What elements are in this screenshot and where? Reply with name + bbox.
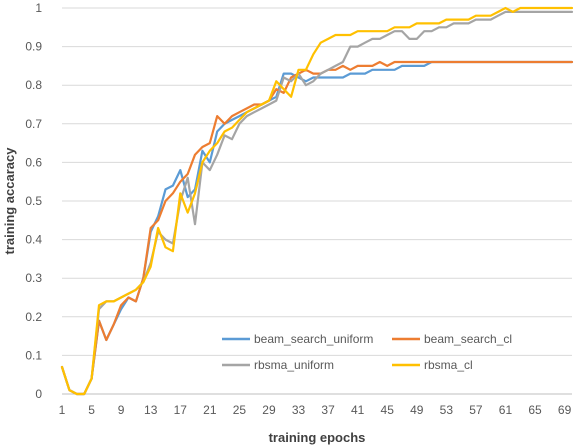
legend: beam_search_uniform beam_search_cl rbsma_u… [222, 332, 512, 372]
y-axis-ticks: 0 0.1 0.2 0.3 0.4 0.5 0.6 0.7 0.8 0.9 1 [25, 1, 42, 401]
legend-label: beam_search_cl [424, 332, 512, 346]
y-tick-label: 0.8 [25, 78, 42, 92]
x-tick-label: 13 [144, 403, 158, 417]
y-axis-label: training accaracy [2, 147, 17, 255]
x-tick-label: 69 [558, 403, 572, 417]
series-line-beam-search-cl [60, 60, 574, 396]
x-tick-label: 53 [440, 403, 454, 417]
y-tick-label: 0.9 [25, 40, 42, 54]
x-tick-label: 17 [174, 403, 188, 417]
series-line-rbsma-cl [60, 6, 574, 396]
y-tick-label: 1 [35, 1, 42, 15]
x-tick-label: 1 [59, 403, 66, 417]
x-tick-label: 57 [469, 403, 483, 417]
legend-label: rbsma_uniform [254, 358, 334, 372]
x-tick-label: 5 [88, 403, 95, 417]
x-axis-label: training epochs [269, 430, 366, 445]
x-tick-label: 21 [203, 403, 217, 417]
x-tick-label: 61 [499, 403, 513, 417]
y-tick-label: 0.1 [25, 348, 42, 362]
x-tick-label: 65 [528, 403, 542, 417]
x-tick-label: 45 [381, 403, 395, 417]
y-tick-label: 0.6 [25, 155, 42, 169]
y-tick-label: 0 [35, 387, 42, 401]
x-tick-label: 37 [321, 403, 335, 417]
gridlines [62, 7, 572, 356]
y-tick-label: 0.4 [25, 233, 42, 247]
y-tick-label: 0.5 [25, 194, 42, 208]
x-tick-label: 29 [262, 403, 276, 417]
y-tick-label: 0.2 [25, 310, 42, 324]
x-tick-label: 49 [410, 403, 424, 417]
y-tick-label: 0.3 [25, 271, 42, 285]
x-tick-label: 41 [351, 403, 365, 417]
x-axis-ticks: 1 5 9 13 17 21 25 29 33 37 41 45 49 53 57 61 65 69 [59, 403, 572, 417]
legend-label: beam_search_uniform [254, 332, 373, 346]
x-tick-label: 25 [233, 403, 247, 417]
x-tick-label: 33 [292, 403, 306, 417]
x-tick-label: 9 [118, 403, 125, 417]
series-lines [60, 6, 574, 396]
legend-label: rbsma_cl [424, 358, 473, 372]
y-tick-label: 0.7 [25, 117, 42, 131]
